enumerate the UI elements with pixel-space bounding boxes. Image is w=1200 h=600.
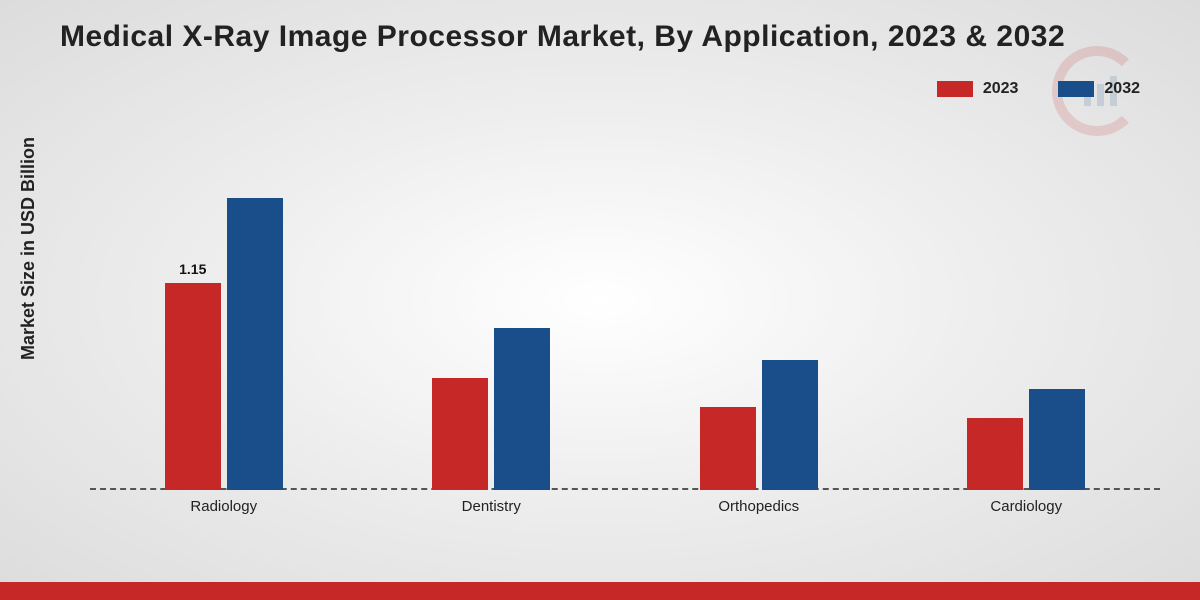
- footer-strip: [0, 582, 1200, 600]
- legend-item-2023: 2023: [937, 80, 1019, 98]
- bar-2032-radiology: [227, 198, 283, 490]
- bar-2023-cardiology: [967, 418, 1023, 490]
- x-axis-labels: Radiology Dentistry Orthopedics Cardiolo…: [90, 490, 1160, 530]
- x-label-orthopedics: Orthopedics: [625, 490, 893, 530]
- group-radiology: 1.15: [90, 130, 358, 490]
- x-label-cardiology: Cardiology: [893, 490, 1161, 530]
- bar-2032-orthopedics: [762, 360, 818, 490]
- group-orthopedics: [625, 130, 893, 490]
- chart-page: Medical X-Ray Image Processor Market, By…: [0, 0, 1200, 600]
- x-label-radiology: Radiology: [90, 490, 358, 530]
- bar-value-label: 1.15: [179, 261, 206, 277]
- y-axis-label: Market Size in USD Billion: [18, 137, 39, 360]
- x-label-dentistry: Dentistry: [358, 490, 626, 530]
- bar-groups: 1.15: [90, 130, 1160, 490]
- legend-label-2032: 2032: [1104, 80, 1140, 98]
- bar-2023-dentistry: [432, 378, 488, 490]
- plot-area: 1.15 Radiology Dentistry Orthopedics Car…: [90, 130, 1160, 530]
- bar-2032-dentistry: [494, 328, 550, 490]
- bar-2023-radiology: 1.15: [165, 283, 221, 490]
- legend: 2023 2032: [937, 80, 1140, 98]
- legend-item-2032: 2032: [1058, 80, 1140, 98]
- bar-2032-cardiology: [1029, 389, 1085, 490]
- chart-title: Medical X-Ray Image Processor Market, By…: [60, 20, 1065, 54]
- legend-swatch-2023: [937, 81, 973, 97]
- group-dentistry: [358, 130, 626, 490]
- legend-swatch-2032: [1058, 81, 1094, 97]
- bar-2023-orthopedics: [700, 407, 756, 490]
- group-cardiology: [893, 130, 1161, 490]
- legend-label-2023: 2023: [983, 80, 1019, 98]
